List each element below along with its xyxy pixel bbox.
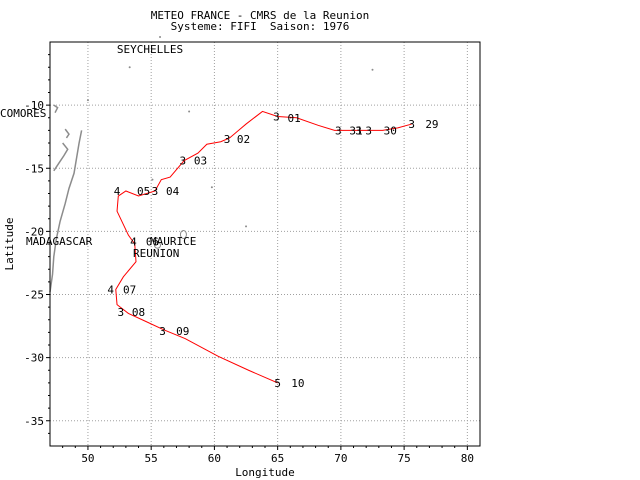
small-island <box>371 68 374 71</box>
place-label-reunion: REUNION <box>133 247 179 260</box>
small-island <box>188 110 191 113</box>
reunion-island <box>154 241 161 249</box>
x-tick-label: 75 <box>397 452 410 465</box>
small-island <box>128 66 131 69</box>
intensity-label: 3 <box>335 124 342 137</box>
intensity-label: 3 <box>355 124 362 137</box>
small-island <box>86 99 89 102</box>
x-axis-label: Longitude <box>235 466 295 479</box>
date-label: 04 <box>166 185 180 198</box>
date-label: 05 <box>137 185 150 198</box>
date-label: 31 <box>349 124 362 137</box>
map-subtitle: Systeme: FIFI Saison: 1976 <box>170 20 350 33</box>
x-tick-label: 65 <box>271 452 284 465</box>
small-island <box>245 225 248 228</box>
y-axis-label: Latitude <box>3 218 16 271</box>
comores-island-2 <box>53 104 59 114</box>
date-label: 29 <box>425 118 438 131</box>
intensity-label: 3 <box>118 306 125 319</box>
comores-island-1 <box>64 128 70 139</box>
intensity-label: 3 <box>273 110 280 123</box>
date-label: 07 <box>123 283 136 296</box>
intensity-label: 3 <box>365 124 372 137</box>
mauritius-island <box>179 230 187 240</box>
x-tick-label: 80 <box>461 452 474 465</box>
intensity-label: 4 <box>107 283 114 296</box>
intensity-label: 3 <box>179 155 186 168</box>
cyclone-track <box>115 110 412 384</box>
place-label-comores: COMORES <box>0 107 46 120</box>
x-tick-label: 70 <box>334 452 347 465</box>
coastlines <box>49 35 374 293</box>
y-tick-label: -25 <box>24 289 44 302</box>
place-label-maurice: MAURICE <box>150 235 196 248</box>
place-label-seychelles: SEYCHELLES <box>117 43 183 56</box>
date-label: 06 <box>146 235 159 248</box>
date-label: 10 <box>291 377 304 390</box>
intensity-label: 3 <box>408 118 415 131</box>
date-label: 30 <box>384 124 397 137</box>
map-title: METEO FRANCE - CMRS de la Reunion <box>150 9 370 22</box>
lat-lon-grid <box>50 42 480 446</box>
intensity-label: 3 <box>152 185 159 198</box>
date-label: 01 <box>287 112 300 125</box>
plot-frame <box>49 41 481 447</box>
intensity-label: 3 <box>224 133 231 146</box>
x-tick-label: 50 <box>81 452 94 465</box>
y-tick-label: -20 <box>24 225 44 238</box>
axis-ticks: 50 55 60 65 70 75 80 -10 -15 -20 -25 -30 -35 <box>24 54 474 465</box>
y-tick-label: -35 <box>24 415 44 428</box>
date-label: 03 <box>194 155 207 168</box>
intensity-label: 5 <box>274 377 281 390</box>
x-tick-label: 55 <box>145 452 158 465</box>
y-tick-label: -15 <box>24 162 44 175</box>
madagascar-north-coast <box>53 142 69 172</box>
small-island <box>210 186 213 189</box>
date-label: 08 <box>132 306 145 319</box>
date-label: 09 <box>176 325 189 338</box>
small-island <box>151 178 154 181</box>
intensity-label: 4 <box>130 235 137 248</box>
place-label-madagascar: MADAGASCAR <box>26 235 93 248</box>
y-tick-label: -30 <box>24 352 44 365</box>
intensity-label: 3 <box>159 325 166 338</box>
track-line <box>115 110 412 384</box>
small-island <box>159 35 162 38</box>
date-label: 02 <box>237 133 250 146</box>
x-tick-label: 60 <box>208 452 221 465</box>
y-tick-label: -10 <box>24 99 44 112</box>
intensity-label: 4 <box>114 185 121 198</box>
madagascar-coast <box>49 130 83 293</box>
